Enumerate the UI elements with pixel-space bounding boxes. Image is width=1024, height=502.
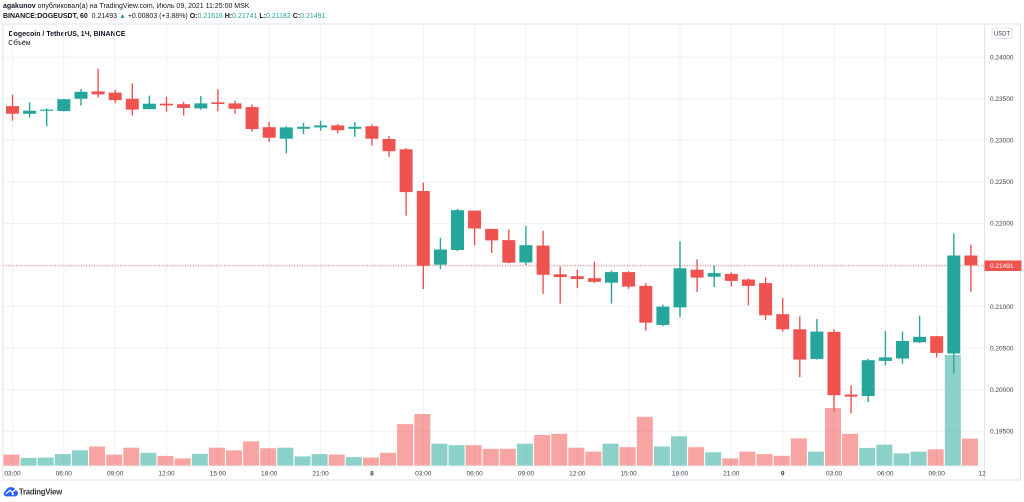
svg-text:0.23500: 0.23500: [990, 96, 1014, 103]
svg-text:0.21000: 0.21000: [990, 304, 1014, 311]
svg-text:9: 9: [781, 471, 785, 478]
svg-text:18:00: 18:00: [261, 471, 278, 478]
svg-text:0.22000: 0.22000: [990, 221, 1014, 228]
svg-text:0.21491: 0.21491: [990, 263, 1014, 270]
svg-text:21:00: 21:00: [312, 471, 329, 478]
svg-text:0.23000: 0.23000: [990, 138, 1014, 145]
svg-text:03:00: 03:00: [4, 471, 21, 478]
svg-text:15:00: 15:00: [210, 471, 227, 478]
svg-text:21:00: 21:00: [723, 471, 740, 478]
svg-text:15:00: 15:00: [620, 471, 637, 478]
svg-text:06:00: 06:00: [877, 471, 894, 478]
svg-text:0.19500: 0.19500: [990, 429, 1014, 436]
svg-text:0.20000: 0.20000: [990, 387, 1014, 394]
svg-text:12: 12: [979, 471, 987, 478]
svg-text:18:00: 18:00: [672, 471, 689, 478]
svg-text:09:00: 09:00: [518, 471, 535, 478]
svg-text:09:00: 09:00: [929, 471, 946, 478]
svg-text:12:00: 12:00: [158, 471, 175, 478]
svg-text:0.20500: 0.20500: [990, 345, 1014, 352]
svg-text:06:00: 06:00: [466, 471, 483, 478]
svg-text:03:00: 03:00: [826, 471, 843, 478]
svg-text:TradingView: TradingView: [19, 487, 63, 496]
svg-text:09:00: 09:00: [107, 471, 124, 478]
svg-text:06:00: 06:00: [56, 471, 73, 478]
svg-text:USDT: USDT: [994, 32, 1011, 38]
svg-text:03:00: 03:00: [415, 471, 432, 478]
svg-text:8: 8: [370, 471, 374, 478]
svg-text:0.22500: 0.22500: [990, 179, 1014, 186]
svg-text:0.24000: 0.24000: [990, 55, 1014, 62]
svg-text:12:00: 12:00: [569, 471, 586, 478]
